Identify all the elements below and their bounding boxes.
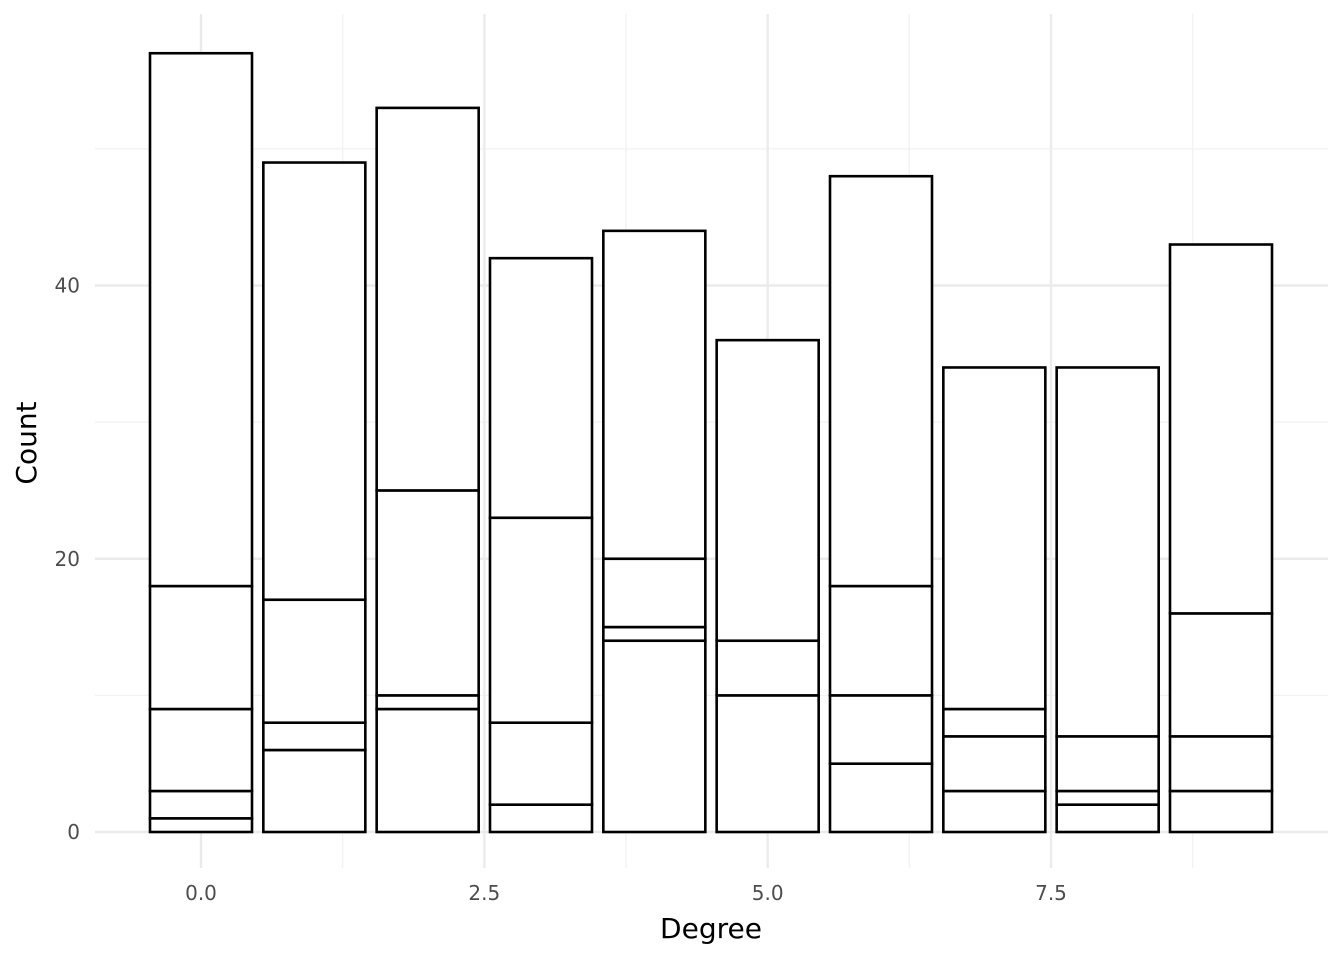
bar-segment — [828, 174, 934, 588]
bar-segment — [942, 707, 1047, 738]
bar-segment — [1055, 366, 1160, 738]
bar-stack-0 — [148, 51, 254, 834]
bar-segment — [1168, 789, 1274, 834]
y-axis-title: Count — [10, 401, 43, 484]
bar-segment — [942, 735, 1047, 793]
bar-stack-9 — [1168, 243, 1274, 834]
bar-segment — [602, 625, 707, 643]
x-tick-label: 7.5 — [1035, 881, 1067, 905]
x-tick-label: 2.5 — [468, 881, 500, 905]
bar-segment — [1055, 735, 1160, 793]
bar-segment — [1168, 735, 1274, 793]
bar-segment — [148, 707, 254, 793]
bar-segment — [375, 489, 480, 697]
y-axis-tick-labels: 0 20 40 — [55, 274, 80, 845]
bar-segment — [1168, 612, 1274, 738]
bar-stack-3 — [488, 256, 594, 834]
bar-segment — [602, 229, 707, 561]
bar-segment — [1055, 803, 1160, 834]
bar-segment — [1055, 789, 1160, 806]
bar-segment — [148, 584, 254, 711]
bar-segment — [828, 762, 934, 834]
bar-stack-1 — [262, 161, 367, 834]
bar-segment — [375, 707, 480, 834]
bar-segment — [375, 694, 480, 711]
bar-segment — [942, 366, 1047, 711]
bar-segment — [262, 748, 367, 834]
bars — [148, 51, 1274, 834]
bar-stack-4 — [602, 229, 707, 834]
bar-segment — [262, 161, 367, 602]
y-tick-label: 0 — [67, 820, 80, 844]
bar-segment — [375, 106, 480, 492]
bar-stack-7 — [942, 366, 1047, 834]
bar-segment — [262, 721, 367, 752]
bar-segment — [148, 817, 254, 834]
bar-segment — [715, 338, 820, 643]
bar-segment — [488, 256, 594, 520]
bar-segment — [715, 694, 820, 834]
bar-segment — [602, 639, 707, 834]
bar-segment — [828, 694, 934, 765]
bar-segment — [602, 557, 707, 629]
bar-segment — [262, 598, 367, 724]
y-tick-label: 20 — [55, 547, 80, 571]
y-tick-label: 40 — [55, 274, 80, 298]
bar-segment — [715, 639, 820, 697]
bar-segment — [148, 789, 254, 820]
x-axis-tick-labels: 0.0 2.5 5.0 7.5 — [185, 881, 1067, 905]
bar-segment — [942, 789, 1047, 834]
x-axis-title: Degree — [660, 912, 762, 945]
bar-segment — [148, 51, 254, 588]
bar-segment — [488, 516, 594, 725]
bar-segment — [828, 584, 934, 697]
bar-stack-2 — [375, 106, 480, 834]
bar-stack-6 — [828, 174, 934, 834]
x-tick-label: 0.0 — [185, 881, 217, 905]
bar-segment — [488, 721, 594, 806]
bar-stack-8 — [1055, 366, 1160, 834]
bar-segment — [1168, 243, 1274, 615]
x-tick-label: 5.0 — [752, 881, 784, 905]
bar-stack-5 — [715, 338, 820, 834]
bar-segment — [488, 803, 594, 834]
